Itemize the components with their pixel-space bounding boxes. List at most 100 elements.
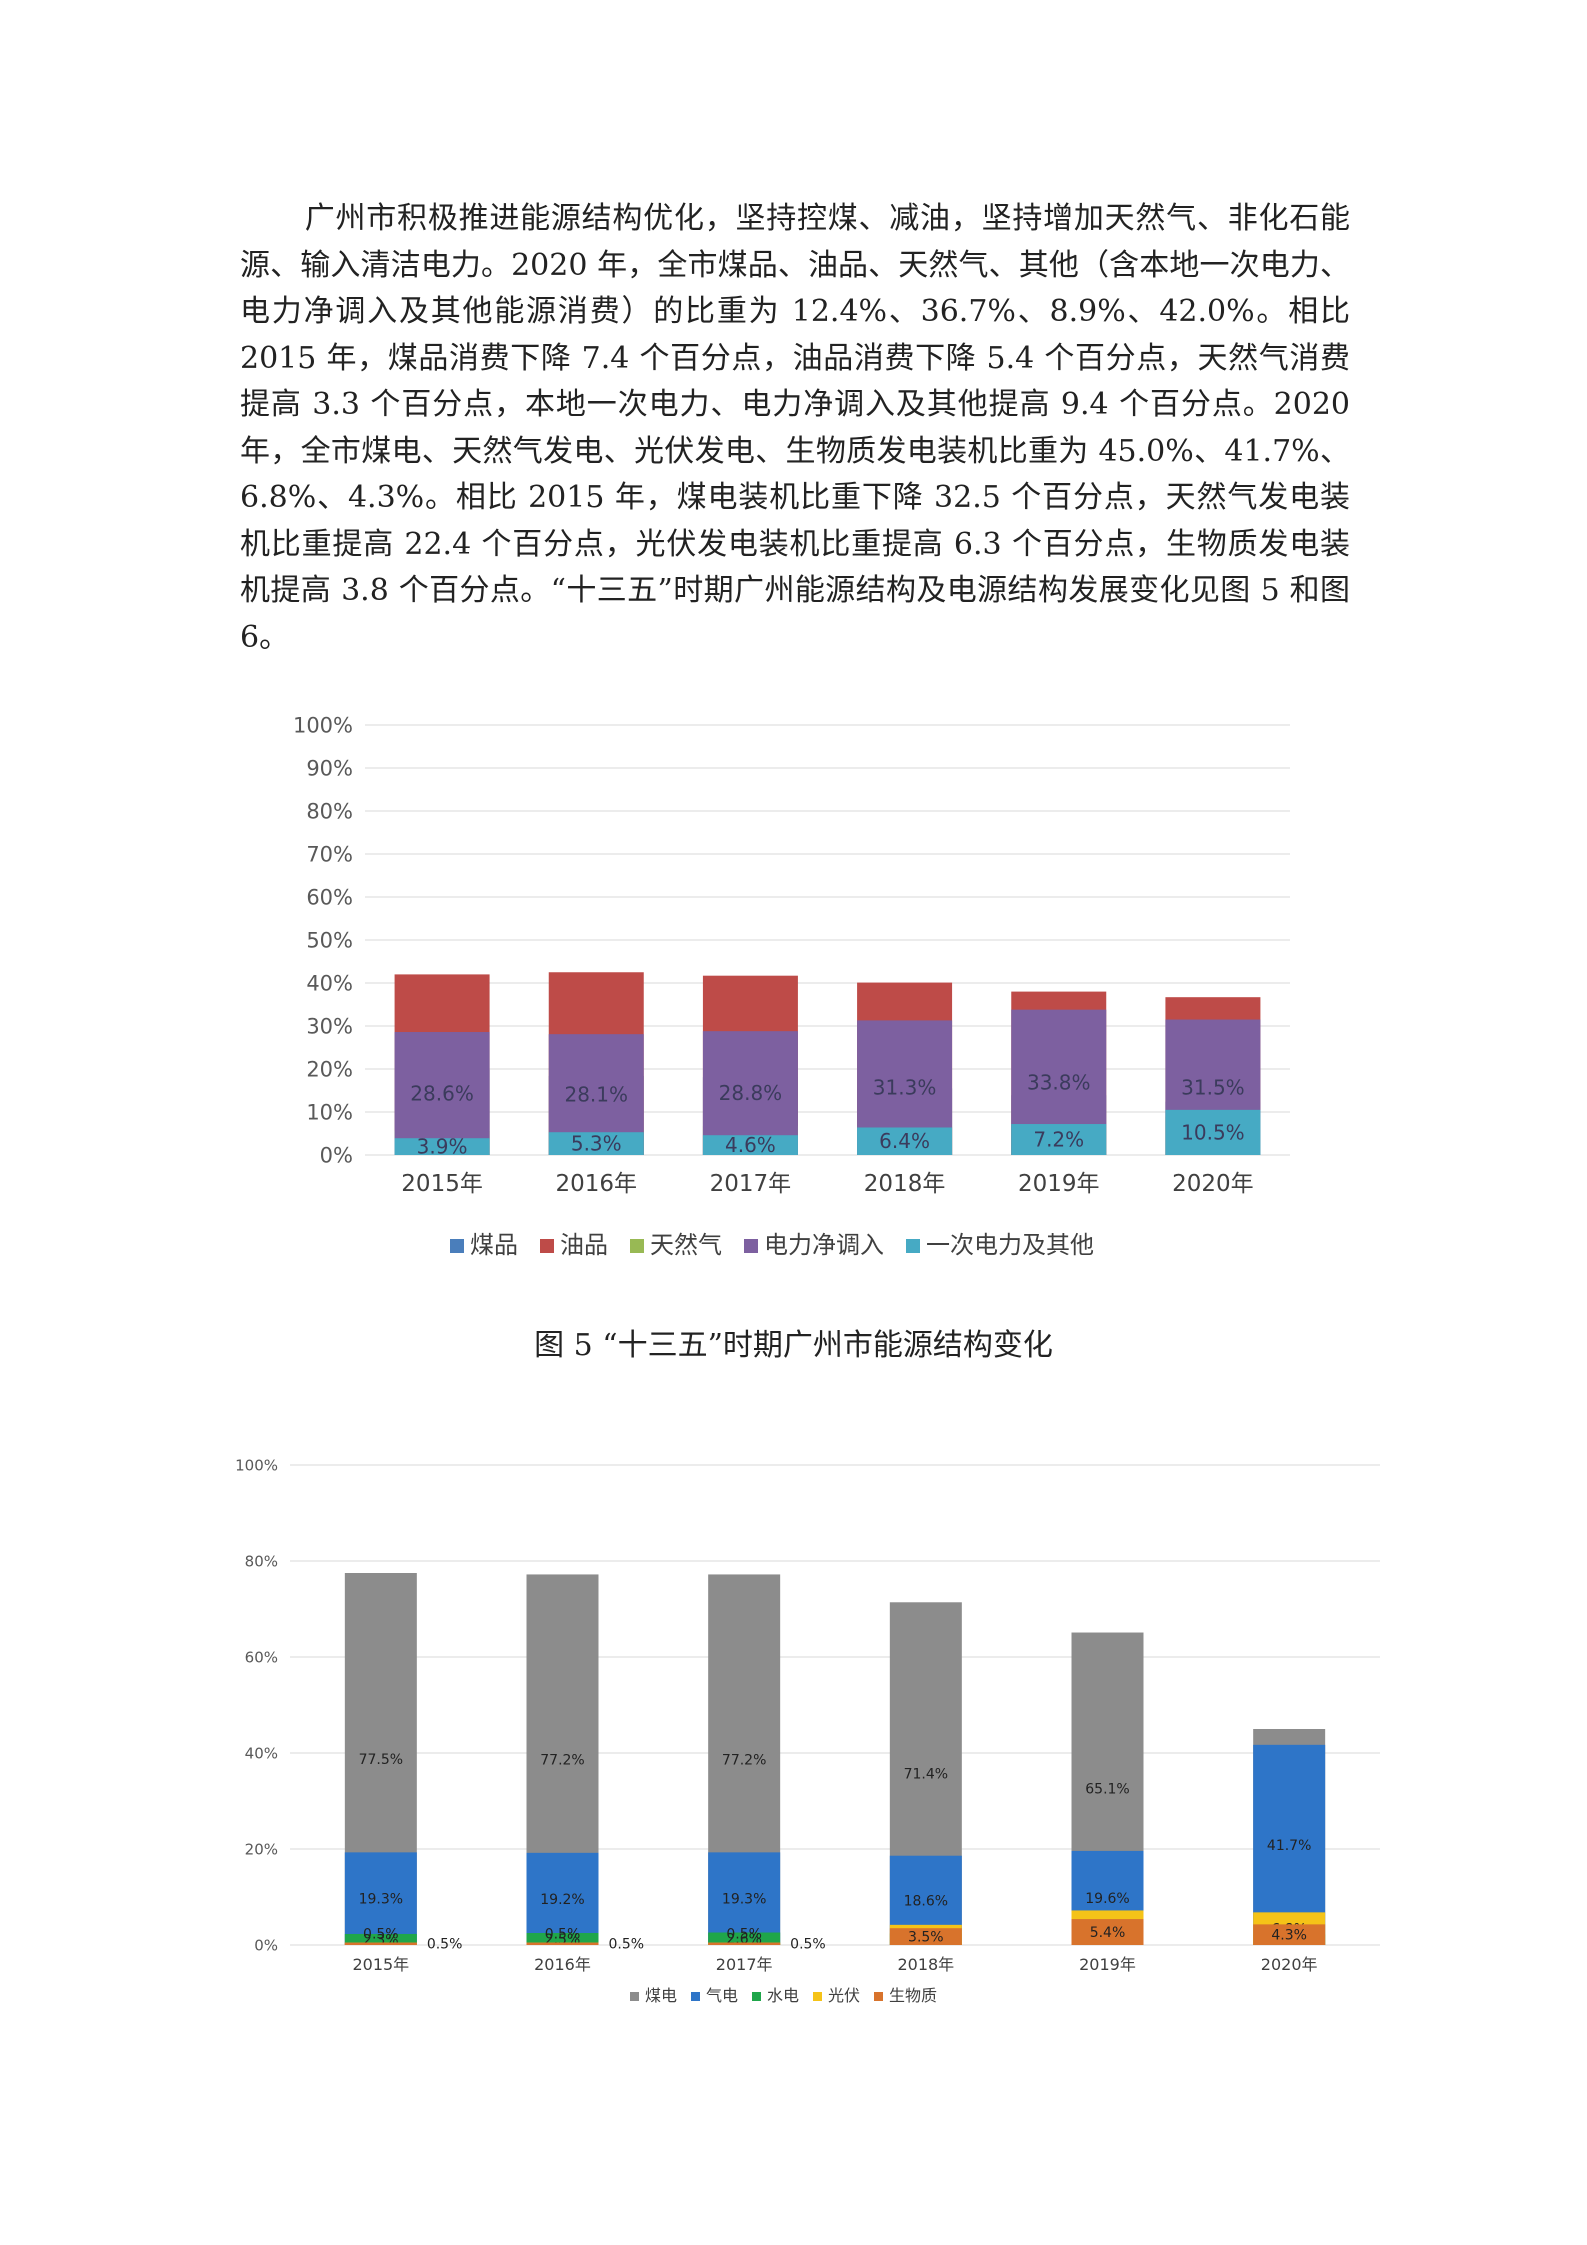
bar-segment [344,1942,417,1945]
x-category-label: 2016年 [534,1955,591,1974]
data-label: 77.2% [722,1753,766,1769]
x-category-label: 2020年 [1172,1171,1254,1197]
bar-segment [1071,1919,1144,1945]
data-label: 65.1% [1085,1782,1129,1798]
data-label: 0.5% [545,1927,581,1943]
data-label: 41.7% [1267,1838,1311,1854]
y-tick-label: 30% [306,1014,353,1038]
y-tick-label: 40% [306,971,353,995]
legend-entry: 光伏 [828,1986,860,2005]
data-label: 4.3% [1271,1928,1307,1944]
data-label: 28.6% [410,1082,474,1106]
legend-swatch [540,1239,554,1253]
bar-segment [1165,1109,1261,1155]
data-label: 31.3% [873,1076,937,1100]
y-tick-label: 10% [306,1100,353,1124]
y-tick-label: 60% [306,885,353,909]
legend-entry: 电力净调入 [764,1231,884,1259]
legend-entry: 水电 [767,1986,799,2005]
bar-segment [526,1852,599,1945]
data-label: 77.2% [540,1753,584,1769]
y-tick-label: 20% [306,1057,353,1081]
bar-segment [702,1031,798,1155]
x-category-label: 2017年 [710,1171,792,1197]
legend-swatch [630,1992,639,2001]
y-tick-label: 90% [306,756,353,780]
legend-swatch [744,1239,758,1253]
legend-swatch [630,1239,644,1253]
y-tick-label: 50% [306,928,353,952]
data-label: 3.5% [908,1930,944,1946]
data-label: 0.5% [726,1927,762,1943]
data-label: 18.6% [904,1893,948,1909]
bar-segment [344,1933,417,1945]
data-label: 19.3% [722,1892,766,1908]
legend-swatch [691,1992,700,2001]
bar-segment [708,1852,781,1945]
bar-segment [394,1032,490,1155]
data-label: 71.4% [904,1767,948,1783]
y-tick-label: 70% [306,842,353,866]
y-tick-label: 0% [320,1143,353,1167]
x-category-label: 2019年 [1018,1171,1100,1197]
y-tick-label: 60% [245,1648,278,1666]
data-label: 10.5% [1181,1120,1245,1144]
legend-swatch [906,1239,920,1253]
y-tick-label: 100% [293,713,353,737]
bar-segment [526,1942,599,1945]
legend-entry: 油品 [560,1231,608,1259]
data-label: 77.5% [359,1752,403,1768]
bar-segment [344,1852,417,1945]
x-category-label: 2018年 [864,1171,946,1197]
energy-structure-chart: 0%10%20%30%40%50%60%70%80%90%100%19.8%42… [293,713,1290,1259]
y-tick-label: 0% [254,1936,278,1954]
data-label: 31.5% [1181,1075,1245,1099]
body-paragraph: 广州市积极推进能源结构优化，坚持控煤、减油，坚持增加天然气、非化石能源、输入清洁… [240,196,1350,661]
bar-segment [1253,1744,1326,1945]
x-category-label: 2015年 [401,1171,483,1197]
data-label: 0.5% [363,1927,399,1943]
data-label: 0.5% [609,1937,645,1953]
x-category-label: 2016年 [555,1171,637,1197]
power-structure-chart: 0%20%40%60%80%100%77.5%19.3%2.3% 0.5%0.5%… [235,1456,1380,2005]
data-label: 19.2% [540,1892,584,1908]
data-label: 19.3% [359,1892,403,1908]
y-tick-label: 40% [245,1744,278,1762]
data-label: 28.8% [719,1081,783,1105]
bar-segment [548,1132,644,1155]
x-category-label: 2018年 [897,1955,954,1974]
y-tick-label: 20% [245,1840,278,1858]
data-label: 4.6% [725,1133,776,1157]
paragraph-text: 广州市积极推进能源结构优化，坚持控煤、减油，坚持增加天然气、非化石能源、输入清洁… [240,201,1350,655]
legend-swatch [450,1239,464,1253]
y-tick-label: 100% [235,1456,278,1474]
bar-segment [708,1942,781,1945]
legend-entry: 天然气 [650,1231,722,1259]
legend-entry: 煤电 [645,1986,677,2005]
y-tick-label: 80% [245,1552,278,1570]
bar-segment [394,1138,490,1155]
y-tick-label: 80% [306,799,353,823]
data-label: 5.4% [1090,1925,1126,1941]
data-label: 28.1% [564,1083,628,1107]
legend-entry: 生物质 [889,1986,937,2005]
data-label: 6.4% [879,1129,930,1153]
bar-segment [1253,1924,1326,1945]
data-label: 3.9% [417,1135,468,1159]
bar-segment [708,1932,781,1945]
bar-segment [1011,1124,1107,1155]
legend-entry: 气电 [706,1986,738,2005]
x-category-label: 2017年 [716,1955,773,1974]
legend-swatch [752,1992,761,2001]
data-label: 0.5% [427,1937,463,1953]
bar-segment [889,1928,962,1945]
bar-segment [526,1933,599,1945]
x-category-label: 2019年 [1079,1955,1136,1974]
data-label: 33.8% [1027,1070,1091,1094]
data-label: 7.2% [1033,1128,1084,1152]
legend-swatch [874,1992,883,2001]
x-category-label: 2020年 [1261,1955,1318,1974]
bar-segment [702,1135,798,1155]
x-category-label: 2015年 [352,1955,409,1974]
bar-segment [857,1127,953,1155]
